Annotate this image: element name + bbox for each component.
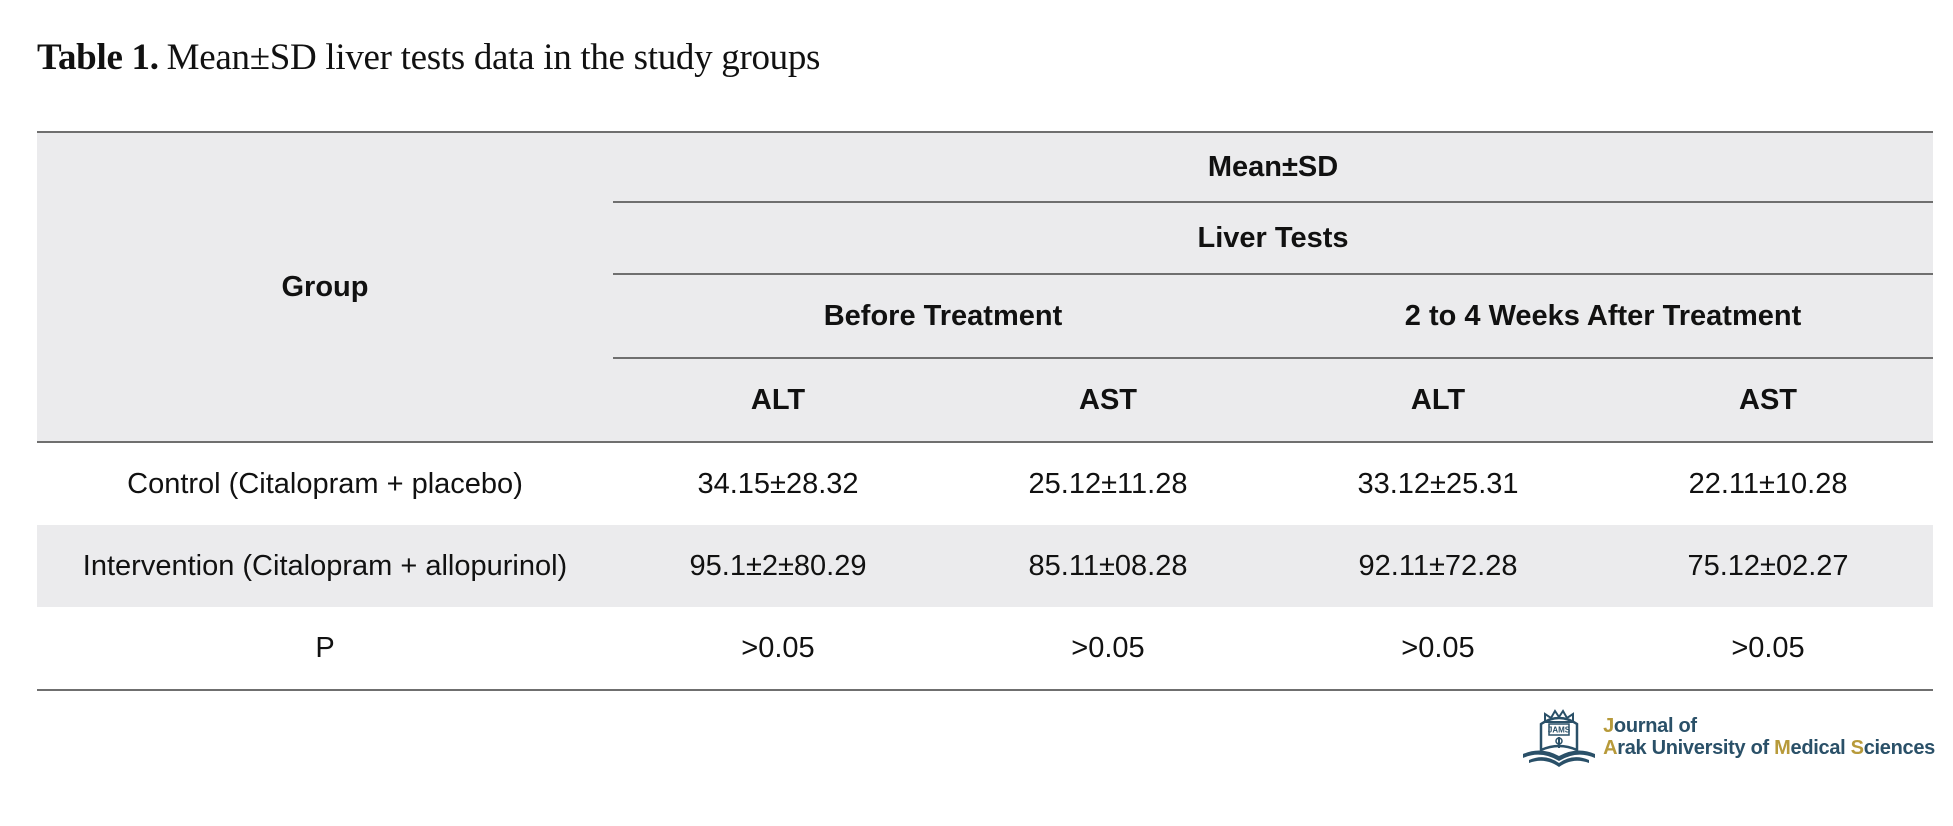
group-column-header: Group (37, 132, 613, 443)
table-row-control: Control (Citalopram + placebo) 34.15±28.… (37, 442, 1933, 525)
group-cell: P (37, 607, 613, 691)
alt-before-header: ALT (613, 358, 943, 443)
alt-after-header: ALT (1273, 358, 1603, 443)
table-row-intervention: Intervention (Citalopram + allopurinol) … (37, 525, 1934, 607)
value-cell: 22.11±10.28 (1688, 467, 1848, 500)
value-cell: 25.12±11.28 (1028, 467, 1188, 500)
group-cell: Control (Citalopram + placebo) (127, 467, 523, 500)
mean-sd-header: Mean±SD (613, 132, 1934, 203)
before-treatment-header: Before Treatment (613, 274, 1273, 359)
value-cell: >0.05 (943, 607, 1273, 691)
liver-tests-table: Group Mean±SD Liver Tests Before Treatme… (37, 131, 1934, 691)
emblem-text: JAMS (1548, 726, 1571, 735)
table-caption: Table 1. Mean±SD liver tests data in the … (37, 36, 820, 79)
value-cell: >0.05 (613, 607, 943, 691)
value-cell: 34.15±28.32 (697, 467, 859, 500)
value-cell: >0.05 (1603, 607, 1934, 691)
ast-before-header: AST (943, 358, 1273, 443)
value-cell: 95.1±2±80.29 (613, 525, 943, 607)
table-row-p-value: P >0.05 >0.05 >0.05 >0.05 (37, 607, 1934, 691)
value-cell: >0.05 (1273, 607, 1603, 691)
group-cell: Intervention (Citalopram + allopurinol) (37, 525, 613, 607)
journal-emblem-icon: JAMS (1523, 709, 1596, 767)
journal-logo: JAMS Journal of Arak University of Medic… (1521, 706, 1935, 768)
value-cell: 92.11±72.28 (1273, 525, 1603, 607)
liver-tests-header: Liver Tests (613, 202, 1934, 275)
caption-label: Table 1. (37, 37, 159, 78)
value-cell: 75.12±02.27 (1603, 525, 1934, 607)
journal-name-line2: Arak University of Medical Sciences (1603, 737, 1935, 759)
caption-text: Mean±SD liver tests data in the study gr… (166, 37, 821, 78)
value-cell: 85.11±08.28 (943, 525, 1273, 607)
ast-after-header: AST (1603, 358, 1934, 443)
journal-name-line1: Journal of (1603, 715, 1697, 737)
after-treatment-header: 2 to 4 Weeks After Treatment (1273, 274, 1934, 359)
journal-name: Journal of Arak University of Medical Sc… (1603, 715, 1935, 759)
value-cell: 33.12±25.31 (1357, 467, 1519, 500)
